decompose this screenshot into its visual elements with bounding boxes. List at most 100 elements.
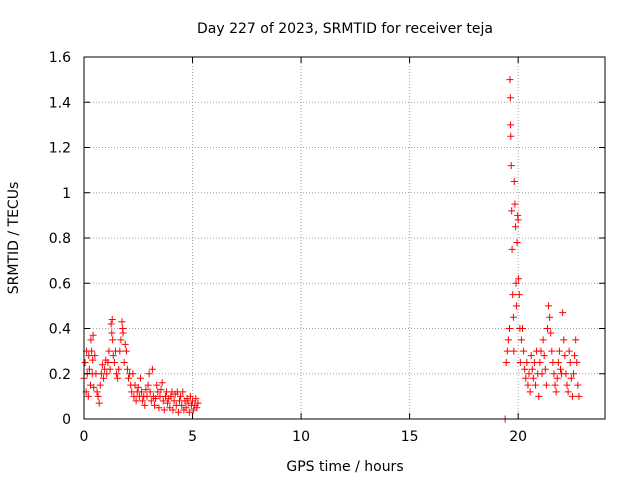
data-point [103, 370, 111, 378]
x-tick-label: 5 [188, 429, 197, 445]
data-point [106, 365, 114, 373]
data-point [193, 404, 201, 412]
data-point [511, 200, 519, 208]
data-point [523, 358, 531, 366]
data-point [123, 365, 131, 373]
data-point [192, 395, 200, 403]
chart-title: Day 227 of 2023, SRMTID for receiver tej… [197, 21, 493, 37]
data-point [573, 358, 581, 366]
data-point [550, 370, 558, 378]
data-point [185, 408, 193, 416]
data-point [151, 401, 159, 409]
y-tick-label: 0 [62, 412, 71, 428]
data-point [536, 358, 544, 366]
y-tick-label: 0.6 [49, 276, 71, 292]
data-point [539, 336, 547, 344]
data-point [117, 336, 125, 344]
data-point [114, 374, 122, 382]
data-point [136, 374, 144, 382]
data-point [571, 352, 579, 360]
data-point [110, 358, 118, 366]
data-point [517, 336, 525, 344]
data-point [119, 329, 127, 337]
data-point [547, 329, 555, 337]
data-point [109, 352, 117, 360]
data-point [553, 374, 561, 382]
data-point [104, 358, 112, 366]
y-tick-label: 0.8 [49, 231, 71, 247]
data-point [537, 347, 545, 355]
data-point [502, 358, 510, 366]
grid [84, 57, 605, 419]
data-point [566, 358, 574, 366]
y-axis-label: SRMTID / TECUs [6, 182, 22, 295]
data-point [141, 401, 149, 409]
data-point [174, 408, 182, 416]
data-point [139, 397, 147, 405]
data-point [157, 386, 165, 394]
data-point [132, 397, 140, 405]
data-point [118, 318, 126, 326]
data-point [505, 325, 513, 332]
data-point [507, 162, 515, 170]
data-point [108, 315, 116, 323]
data-point [179, 388, 187, 396]
data-point [85, 365, 93, 373]
data-point [105, 347, 113, 355]
data-point [182, 404, 190, 412]
y-tick-label: 0.4 [49, 322, 71, 338]
data-point [503, 347, 511, 355]
data-point [98, 361, 106, 369]
data-point [561, 352, 569, 360]
data-point [109, 336, 117, 344]
data-point [540, 352, 548, 360]
data-point [543, 325, 551, 332]
data-point [527, 352, 535, 360]
y-tick-label: 1 [62, 186, 71, 202]
data-point [147, 397, 155, 405]
data-point [134, 383, 142, 391]
data-point [535, 392, 543, 400]
data-point [529, 374, 537, 382]
data-point [526, 388, 534, 396]
y-tick-label: 1.2 [49, 141, 71, 157]
data-point [556, 365, 564, 373]
data-point [94, 392, 102, 400]
data-point [555, 347, 563, 355]
data-point [567, 374, 575, 382]
data-point [89, 356, 97, 364]
data-point [524, 381, 532, 389]
data-point [548, 347, 556, 355]
data-point [121, 340, 129, 348]
data-point [129, 370, 137, 378]
data-point [520, 347, 528, 355]
data-point [515, 275, 523, 283]
data-point [155, 404, 163, 412]
data-point [532, 381, 540, 389]
data-point [169, 406, 177, 414]
data-point [84, 392, 92, 400]
data-points [80, 76, 583, 423]
data-point [186, 392, 194, 400]
data-point [138, 388, 146, 396]
data-point [516, 358, 524, 366]
data-point [513, 239, 521, 247]
data-point [574, 381, 582, 389]
data-point [551, 381, 559, 389]
data-point [542, 381, 550, 389]
data-point [541, 365, 549, 373]
x-tick-label: 0 [80, 429, 89, 445]
data-point [91, 352, 99, 360]
data-point [525, 370, 533, 378]
data-point [507, 132, 515, 140]
data-point [508, 245, 516, 253]
data-point [87, 336, 95, 344]
data-point [122, 347, 130, 355]
data-point [560, 336, 568, 344]
data-point [100, 374, 108, 382]
data-point [167, 392, 175, 400]
data-point [562, 370, 570, 378]
x-tick-label: 20 [509, 429, 527, 445]
data-point [538, 370, 546, 378]
axis-tick-labels: 0 5 10 15 20 0 0.2 0.4 0.6 0.8 1 1.2 1.4 1.6 [49, 50, 527, 445]
